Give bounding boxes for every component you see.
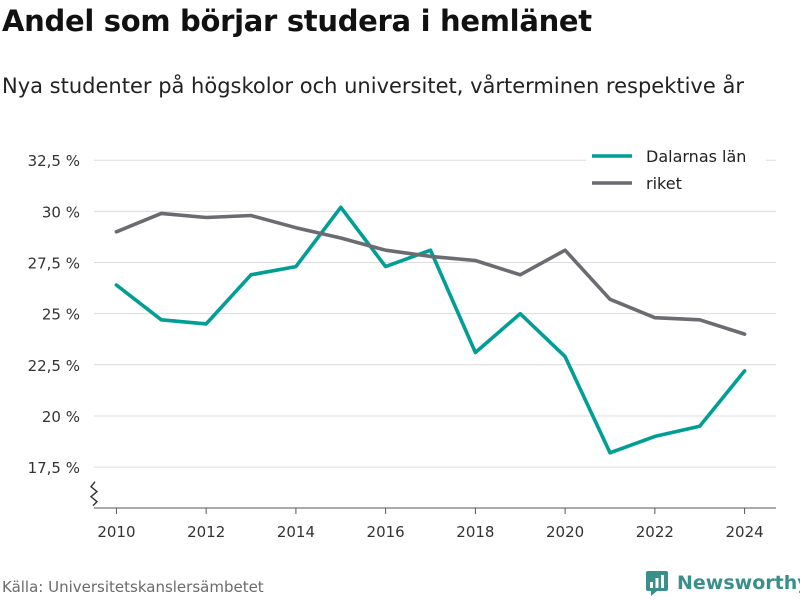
x-tick-label: 2014 xyxy=(277,523,315,541)
y-tick-label: 27,5 % xyxy=(28,255,80,273)
y-tick-label: 22,5 % xyxy=(28,357,80,375)
legend-background xyxy=(586,140,766,200)
gridlines xyxy=(94,159,776,468)
chart-subtitle: Nya studenter på högskolor och universit… xyxy=(2,74,744,98)
y-tick-label: 32,5 % xyxy=(28,152,80,170)
axes: 17,5 % 20 % 22,5 % 25 % 27,5 % 30 % 32,5 % 2010… xyxy=(28,152,776,541)
legend-label: Dalarnas län xyxy=(646,147,746,166)
y-tick-label: 20 % xyxy=(42,408,80,426)
x-tick-label: 2018 xyxy=(456,523,494,541)
y-tick-label: 17,5 % xyxy=(28,459,80,477)
x-tick-label: 2020 xyxy=(546,523,584,541)
x-tick-label: 2016 xyxy=(367,523,405,541)
legend: Dalarnas län riket xyxy=(586,140,766,200)
series-line-riket xyxy=(114,211,747,336)
x-tick-label: 2012 xyxy=(187,523,225,541)
y-tick-label: 30 % xyxy=(42,203,80,221)
x-tick-label: 2024 xyxy=(725,523,763,541)
source-note: Källa: Universitetskanslersämbetet xyxy=(2,578,264,596)
newsworthy-logo-icon xyxy=(646,571,668,596)
axis-break-icon xyxy=(89,481,99,507)
chart-title: Andel som börjar studera i hemlänet xyxy=(2,4,592,38)
brand-name: Newsworthy xyxy=(677,572,800,594)
series-lines xyxy=(114,205,747,455)
y-tick-label: 25 % xyxy=(42,306,80,324)
x-tick-label: 2010 xyxy=(97,523,135,541)
legend-label: riket xyxy=(646,174,682,193)
brand-logo: Newsworthy xyxy=(645,570,800,596)
x-tick-label: 2022 xyxy=(636,523,674,541)
series-line-dalarnas-lan xyxy=(114,205,747,455)
